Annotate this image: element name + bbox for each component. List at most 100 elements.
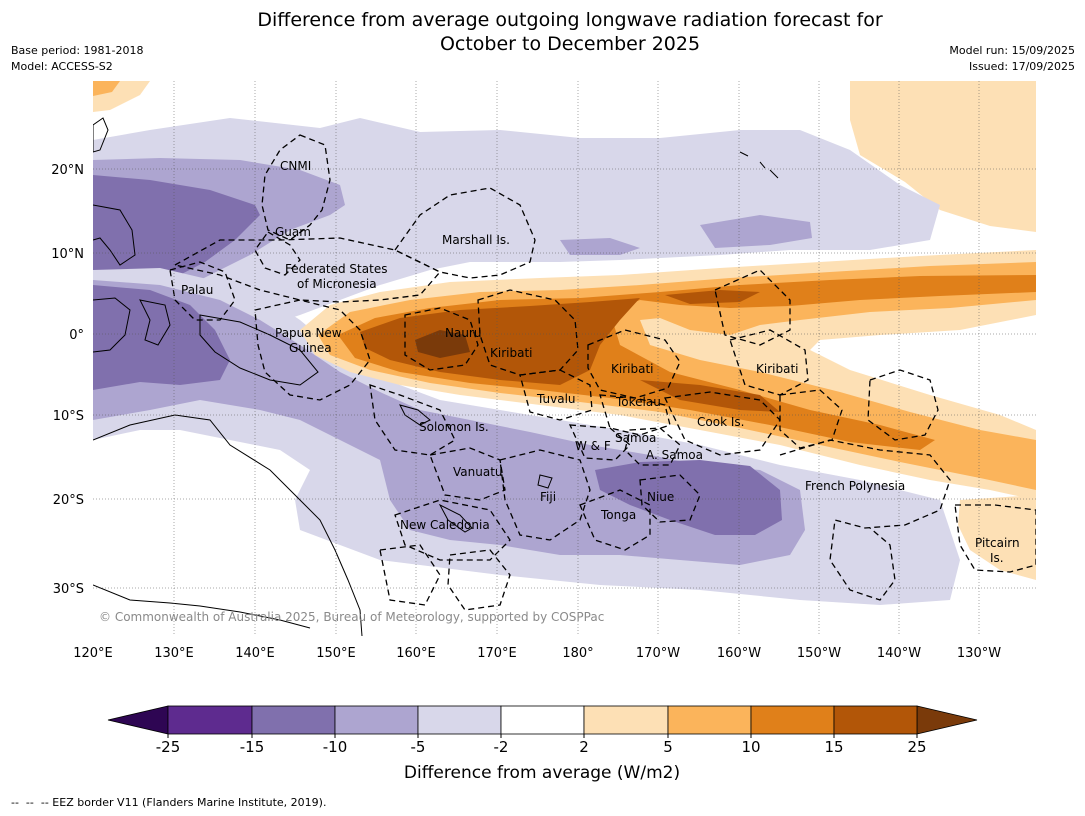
- eez-kiribati-central: [587, 329, 681, 399]
- colorbar-tick-label: 15: [824, 738, 843, 756]
- philippines-coast: [93, 204, 136, 266]
- colorbar-tick-label: -15: [240, 738, 265, 756]
- latitude-tick-label: 0°: [69, 328, 84, 343]
- label-samoa: Samoa: [615, 431, 656, 445]
- eez-vanuatu: [429, 447, 506, 501]
- colorbar-tick-label: -25: [156, 738, 181, 756]
- eez-cnmi: [261, 134, 331, 241]
- label-palau: Palau: [181, 283, 213, 297]
- maritime-continent-dark-purple: [93, 285, 230, 390]
- colorbar-bin: [667, 705, 752, 735]
- colorbar-bin: [833, 705, 918, 735]
- ne-orange-region: [850, 81, 1036, 232]
- eez-pitcairn: [954, 504, 1036, 573]
- longitude-axis: 120°E 130°E 140°E 150°E 160°E 170°E 180° 170°W 1…: [73, 646, 1001, 661]
- colorbar-bins: [167, 705, 918, 735]
- longitude-tick-label: 150°W: [797, 646, 841, 661]
- longitude-tick-label: 180°: [562, 646, 593, 661]
- label-kiribati-east: Kiribati: [756, 362, 798, 376]
- latitude-tick-label: 10°N: [51, 247, 84, 262]
- eez-lord-howe-east: [447, 549, 511, 611]
- eez-tokelau: [599, 394, 671, 436]
- label-french-polynesia: French Polynesia: [805, 479, 905, 493]
- southwest-pacific-dark-purple: [595, 460, 782, 535]
- eez-tuvalu: [519, 369, 593, 421]
- eez-fiji: [499, 449, 591, 541]
- label-guam: Guam: [275, 225, 311, 239]
- map-figure: CNMI Guam Marshall Is. Federated States …: [51, 81, 1036, 783]
- eez-guam: [254, 231, 301, 276]
- eez-nauru: [404, 307, 479, 371]
- colorbar-tick-label: -5: [411, 738, 426, 756]
- north-light-purple-band: [93, 118, 940, 325]
- eez-png: [254, 299, 371, 401]
- north-dark-purple: [93, 175, 260, 295]
- central-north-mid-purple: [700, 215, 812, 248]
- borneo-coast: [93, 297, 131, 353]
- south-central-deep-orange-streak: [640, 380, 780, 412]
- colorbar-bin: [334, 705, 419, 735]
- label-fsm-line2: of Micronesia: [297, 277, 377, 291]
- latitude-axis: 20°N 10°N 0° 10°S 20°S 30°S: [51, 163, 84, 597]
- label-vanuatu: Vanuatu: [453, 465, 503, 479]
- latitude-tick-label: 30°S: [53, 582, 84, 597]
- eez-palau: [169, 261, 236, 321]
- base-period: Base period: 1981-2018: [11, 44, 144, 57]
- colorbar-tick-label: 2: [579, 738, 589, 756]
- central-deep-orange-streak: [665, 290, 760, 304]
- longitude-tick-label: 150°E: [316, 646, 356, 661]
- eez-samoa: [624, 427, 681, 466]
- label-wallis-futuna: W & F: [575, 439, 611, 453]
- colorbar-bin: [500, 705, 585, 735]
- anomaly-field: [93, 81, 1036, 636]
- southeast-light-orange: [958, 495, 1036, 580]
- longitude-tick-label: 170°W: [636, 646, 680, 661]
- model-run: Model run: 15/09/2025: [949, 44, 1075, 57]
- colorbar-bin: [583, 705, 669, 735]
- label-nauru: Nauru: [445, 326, 481, 340]
- colorbar-tick-label: -2: [494, 738, 509, 756]
- colorbar-bin: [251, 705, 336, 735]
- eez-solomon: [369, 384, 456, 456]
- label-pitcairn-line2: Is.: [990, 551, 1004, 565]
- colorbar-bin: [417, 705, 502, 735]
- fiji-island: [537, 474, 553, 489]
- nauru-darkest-orange: [415, 330, 470, 358]
- colorbar-ticks: -25 -15 -10 -5 -2 2 5 10 15 25: [156, 734, 927, 756]
- label-kiribati-central: Kiribati: [611, 362, 653, 376]
- title-line-1: Difference from average outgoing longwav…: [257, 9, 883, 31]
- label-cook-islands: Cook Is.: [697, 415, 744, 429]
- eez-cook-north: [664, 391, 781, 456]
- label-tokelau: Tokelau: [615, 395, 661, 409]
- eez-kiribati-east: [729, 329, 809, 396]
- solomon-islands: [399, 404, 431, 426]
- label-tonga: Tonga: [600, 508, 636, 522]
- eez-french-polynesia: [779, 439, 951, 601]
- meta-left: Base period: 1981-2018 Model: ACCESS-S2: [11, 43, 143, 75]
- model-name: Model: ACCESS-S2: [11, 60, 113, 73]
- label-solomon-islands: Solomon Is.: [419, 420, 489, 434]
- label-fsm-line1: Federated States: [285, 262, 387, 276]
- meta-right: Model run: 15/09/2025 Issued: 17/09/2025: [949, 43, 1075, 75]
- eez-tonga: [579, 489, 651, 551]
- asia-coast-north: [93, 117, 109, 153]
- eez-norfolk: [379, 544, 441, 606]
- longitude-tick-label: 160°W: [717, 646, 761, 661]
- equatorial-deep-orange: [360, 298, 640, 385]
- eez-niue: [639, 474, 701, 523]
- eez-kiribati-west: [477, 289, 579, 376]
- label-niue: Niue: [647, 490, 674, 504]
- longitude-tick-label: 140°W: [877, 646, 921, 661]
- eez-line-islands-north: [714, 269, 791, 346]
- colorbar-low-extension: [107, 705, 169, 735]
- eez-wallis-futuna: [568, 424, 631, 461]
- sulawesi-coast: [139, 299, 171, 346]
- eez-footnote: -- -- -- EEZ border V11 (Flanders Marine…: [11, 796, 327, 809]
- place-labels: CNMI Guam Marshall Is. Federated States …: [99, 159, 1020, 624]
- colorbar-title: Difference from average (W/m2): [404, 763, 680, 783]
- longitude-tick-label: 130°W: [957, 646, 1001, 661]
- label-png-line2: Guinea: [289, 341, 332, 355]
- colorbar-bin: [750, 705, 835, 735]
- eez-marshall: [394, 187, 536, 279]
- issued-date: Issued: 17/09/2025: [968, 60, 1075, 73]
